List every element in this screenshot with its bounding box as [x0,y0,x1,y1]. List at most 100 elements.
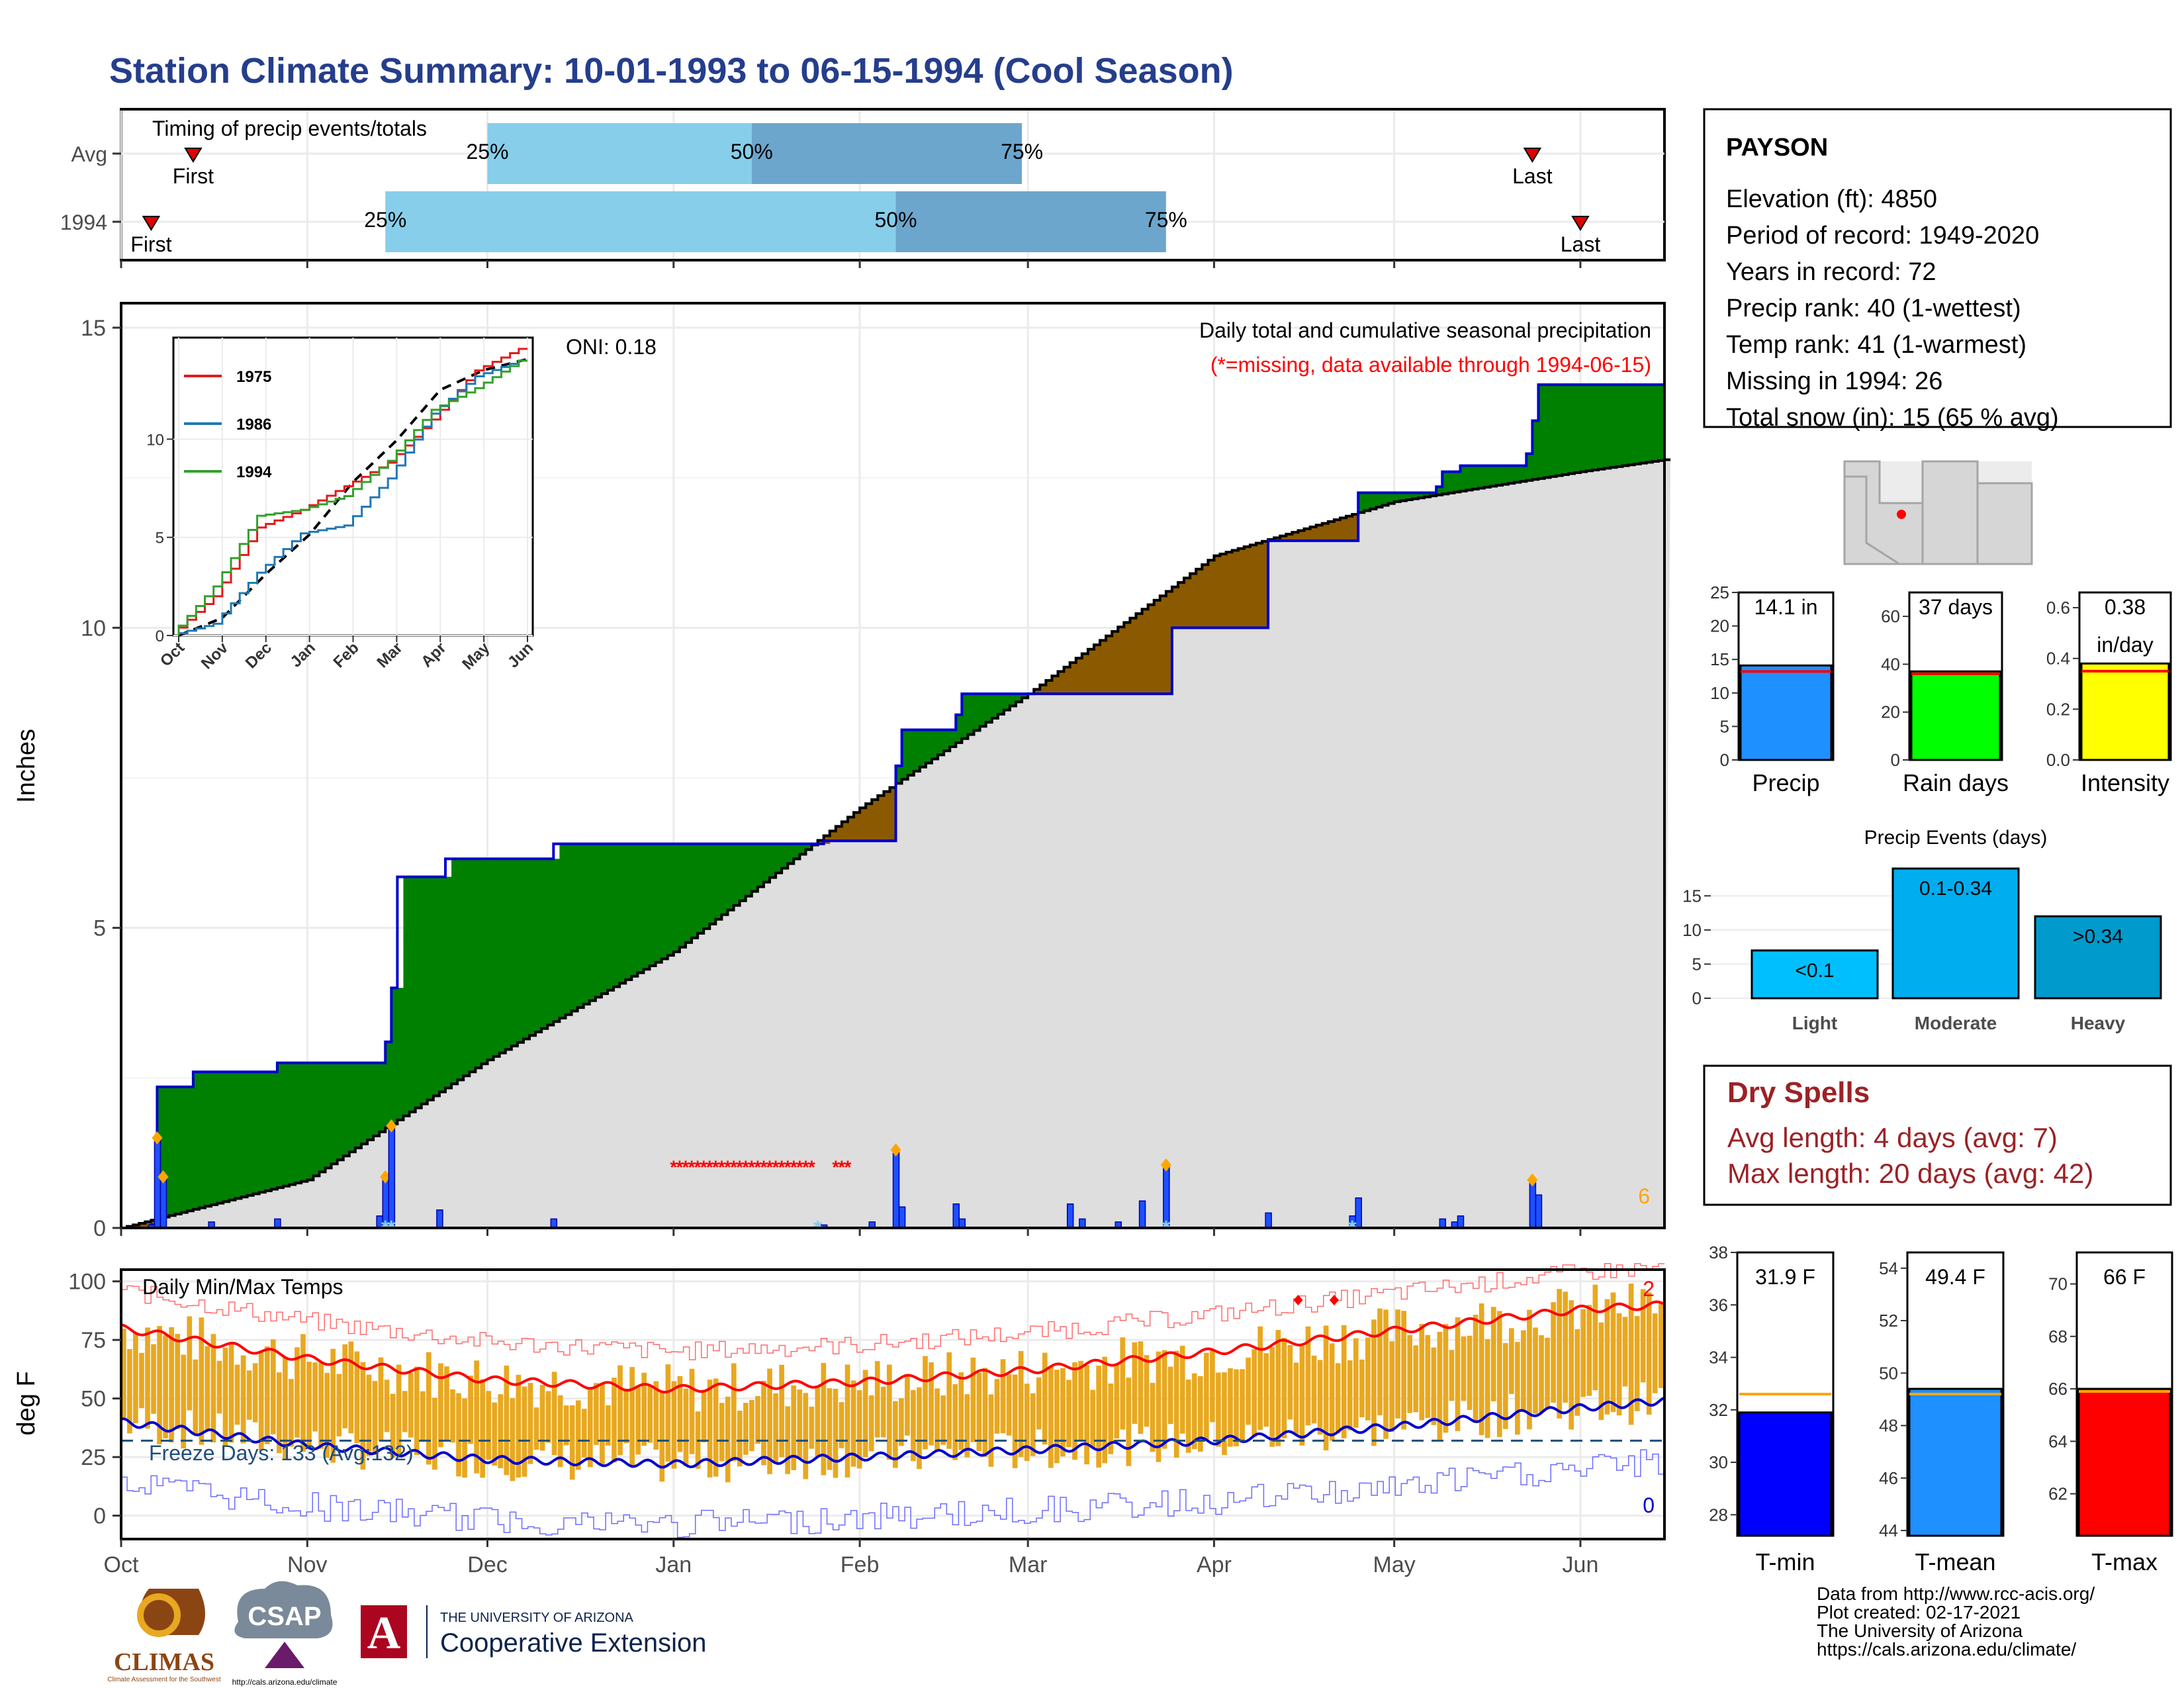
cumulative-diff-fill [427,876,434,1100]
cumulative-diff-fill [1514,465,1521,483]
observed-cumulative-line [121,383,1664,1229]
x-tick-label: Dec [467,1552,507,1577]
daily-temp-bar [527,1383,533,1464]
last-label: Last [1561,232,1601,256]
cumulative-diff-fill [1580,385,1587,472]
below-avg-fill [1171,586,1179,628]
stat-bar-tick-label: 15 [1710,649,1729,669]
daily-temp-bar [1078,1360,1083,1441]
below-avg-fill [1352,514,1359,541]
daily-temp-bar [1640,1289,1646,1383]
daily-temp-bar [1072,1362,1077,1460]
daily-temp-bar [240,1355,246,1444]
cumulative-diff-fill [692,843,698,938]
temp-y-axis-title: deg F [13,1371,40,1435]
daily-temp-bar [606,1405,611,1446]
daily-temp-bar [743,1403,749,1455]
daily-temp-bar [1449,1350,1455,1401]
daily-temp-bar [1102,1356,1108,1464]
cumulative-diff-fill [457,859,464,1080]
record-max-count: 2 [1643,1277,1655,1301]
below-avg-fill [1202,564,1208,628]
cumulative-diff-fill [931,729,938,759]
daily-temp-bar [868,1395,874,1452]
cumulative-diff-fill [1454,471,1461,492]
cumulative-diff-fill [589,843,596,1001]
stat-bar-tick-label: 20 [1881,702,1900,722]
cumulative-diff-fill [763,843,770,882]
cumulative-diff-fill [1364,492,1371,511]
cumulative-diff-fill [1508,465,1515,484]
temp-bar-tick-label: 32 [1709,1400,1728,1420]
record-min-envelope [121,1449,1664,1538]
stat-bar-tick-label: 5 [1720,716,1729,736]
figure-title: Station Climate Summary: 10-01-1993 to 0… [109,51,1234,91]
cumulative-diff-fill [721,843,729,915]
daily-temp-bar [551,1372,557,1456]
daily-temp-bar [270,1339,276,1434]
daily-temp-bar [1246,1357,1251,1425]
daily-temp-bar [516,1374,522,1478]
daily-temp-bar [1329,1343,1335,1441]
cumulative-diff-fill [1478,465,1485,489]
daily-temp-bar [934,1388,940,1450]
cumulative-diff-fill [1358,492,1365,513]
temp-bar-tick-label: 34 [1709,1348,1728,1368]
cumulative-diff-fill [163,1086,170,1217]
cumulative-diff-fill [1472,465,1479,489]
temp-bar-tick-label: 48 [1879,1416,1898,1436]
season-stat-bars: 0 5 10 15 20 25 14.1 in Precip 0 20 40 60 37 days Rai… [1710,583,2172,796]
daily-temp-bar [839,1402,844,1448]
cumulative-diff-fill [265,1072,272,1191]
precip-y-label: 15 [81,316,106,341]
below-avg-fill [1196,569,1203,628]
below-avg-fill [1148,604,1155,694]
cumulative-diff-fill [403,876,410,1116]
ua-line1: THE UNIVERSITY OF ARIZONA [440,1611,634,1625]
below-avg-fill [1064,667,1071,694]
cumulative-diff-fill [1400,492,1407,501]
cumulative-diff-fill [997,694,1005,714]
temp-bar-value: 31.9 F [1755,1265,1815,1289]
daily-temp-bar [1179,1345,1185,1434]
cumulative-diff-fill [499,859,506,1053]
stat-bar-Rain days [1910,670,2001,761]
missing-data-marker: * [760,1156,767,1177]
daily-temp-bar [258,1352,264,1451]
temp-bar-label: T-mean [1915,1548,1995,1575]
daily-temp-bar [923,1356,928,1450]
daily-temp-bar [1377,1308,1383,1416]
cumulative-diff-fill [523,859,530,1039]
stat-bar-tick-label: 0.6 [2046,598,2070,618]
cumulative-diff-fill [283,1062,290,1186]
daily-temp-bar [911,1389,916,1462]
daily-temp-bar [659,1391,665,1482]
daily-temp-bar [1317,1360,1323,1435]
cumulative-diff-fill [944,729,950,751]
missing-data-marker: * [844,1156,851,1177]
cumulative-diff-fill [715,843,722,919]
cumulative-diff-fill [1370,492,1377,509]
below-avg-fill [1093,645,1101,694]
daily-temp-bar [1521,1330,1526,1411]
daily-temp-bar [1138,1341,1144,1434]
below-avg-fill [878,795,884,841]
daily-temp-bar [522,1386,527,1477]
normal-area [121,459,1671,1228]
temp-bar-tick-label: 66 [2048,1379,2068,1399]
cumulative-diff-fill [217,1072,224,1203]
daily-temp-bar [1479,1303,1484,1436]
precip-y-label: 10 [81,616,106,641]
cumulative-diff-fill [247,1072,254,1196]
daily-temp-bar [283,1357,288,1460]
daily-temp-bar [653,1381,659,1450]
station-info-line: Temp rank: 41 (1-warmest) [1726,331,2026,359]
daily-temp-bar [976,1372,982,1452]
cumulative-diff-fill [1568,385,1575,474]
timing-row-label: Avg [71,142,107,166]
daily-precip-bar [1265,1212,1272,1229]
daily-precip-bar [436,1209,443,1229]
daily-temp-bar [929,1362,934,1446]
first-marker-icon [142,216,161,231]
daily-temp-bar [665,1364,671,1462]
